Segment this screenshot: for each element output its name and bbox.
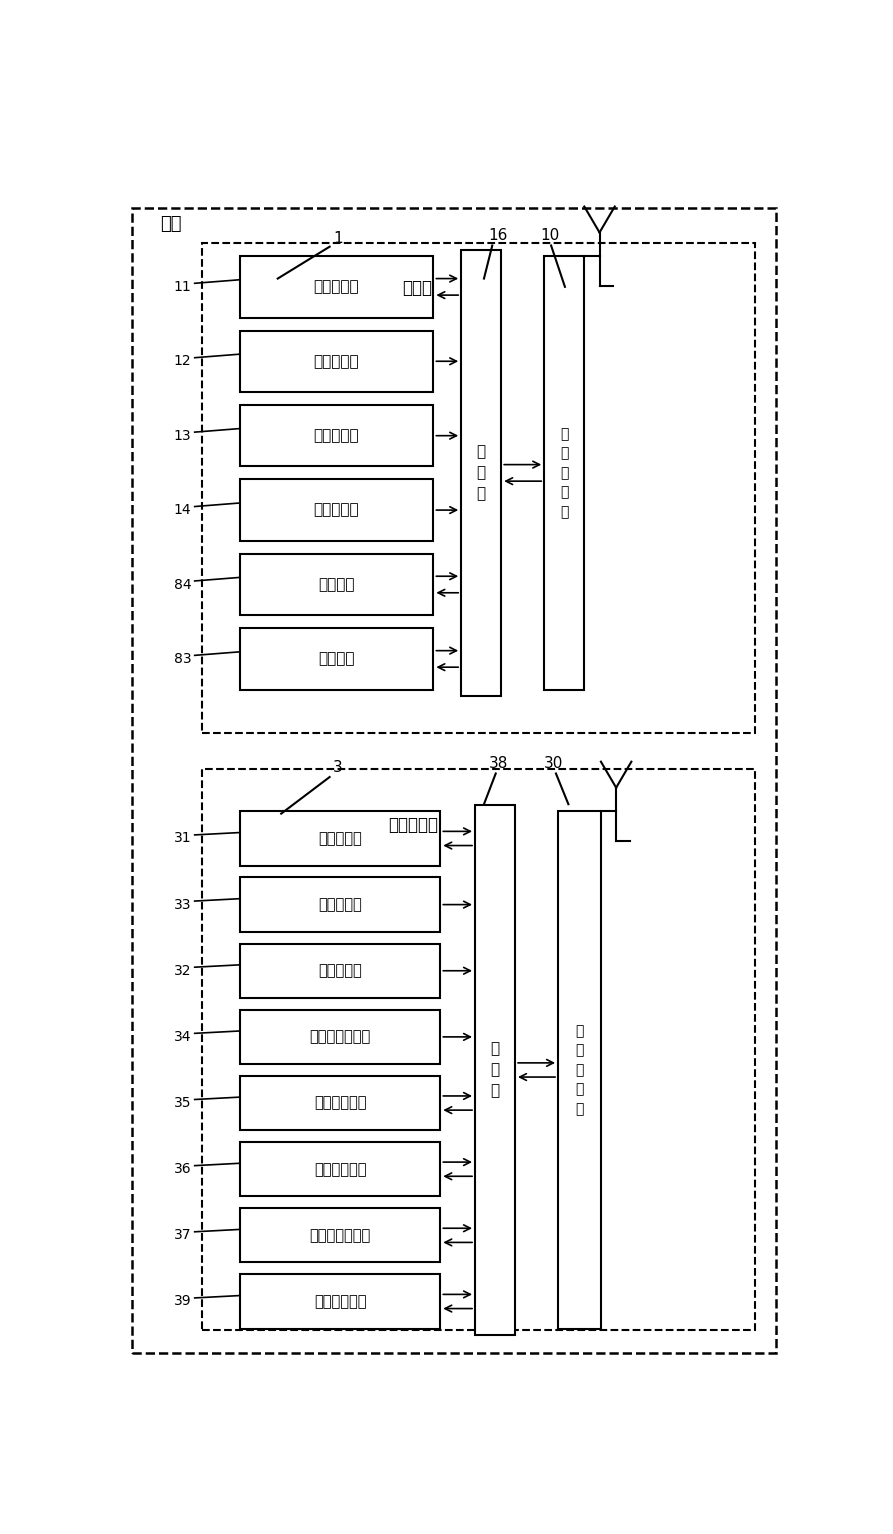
- Bar: [558, 811, 601, 1328]
- Text: 36: 36: [173, 1163, 191, 1177]
- Bar: [239, 877, 440, 931]
- Text: 组网记录库: 组网记录库: [318, 831, 362, 845]
- Text: 射
频
协
议
栈: 射 频 协 议 栈: [560, 426, 569, 518]
- Text: 84: 84: [173, 577, 191, 592]
- Text: 30: 30: [544, 756, 563, 772]
- Text: 1: 1: [333, 230, 343, 245]
- Bar: [239, 811, 440, 865]
- Text: 34: 34: [174, 1029, 191, 1045]
- Bar: [239, 943, 440, 999]
- Bar: [202, 769, 755, 1330]
- Text: 13: 13: [173, 428, 191, 443]
- Text: 网络接口: 网络接口: [318, 652, 355, 666]
- Text: 14: 14: [173, 503, 191, 517]
- Text: 32: 32: [174, 963, 191, 977]
- Text: 空气质量传感器: 空气质量传感器: [309, 1029, 371, 1045]
- Text: 16: 16: [488, 229, 508, 242]
- Text: 主
控
器: 主 控 器: [490, 1042, 499, 1098]
- Text: 空调器: 空调器: [402, 279, 432, 298]
- Bar: [202, 242, 755, 733]
- Text: 组网: 组网: [160, 215, 181, 233]
- Bar: [239, 554, 433, 615]
- Bar: [239, 1209, 440, 1262]
- Text: 加湿执行单元: 加湿执行单元: [313, 1095, 366, 1111]
- Bar: [239, 1275, 440, 1328]
- Text: 11: 11: [173, 279, 191, 295]
- Text: 人机界面: 人机界面: [318, 577, 355, 592]
- Text: 组网记录库: 组网记录库: [313, 279, 359, 295]
- Text: 39: 39: [173, 1295, 191, 1309]
- Text: 31: 31: [173, 831, 191, 845]
- Text: 空气清新机: 空气清新机: [388, 816, 438, 834]
- Text: 离子雾发生单元: 离子雾发生单元: [309, 1227, 371, 1243]
- Bar: [239, 1075, 440, 1131]
- Text: 38: 38: [488, 756, 508, 772]
- Text: 12: 12: [173, 354, 191, 368]
- Text: 湿度传感器: 湿度传感器: [318, 897, 362, 913]
- Text: 湿度传感器: 湿度传感器: [313, 354, 359, 368]
- Bar: [239, 405, 433, 466]
- Bar: [239, 1141, 440, 1197]
- Bar: [239, 629, 433, 690]
- Text: 除尘执行单元: 除尘执行单元: [313, 1161, 366, 1177]
- Text: 甲醛消除单元: 甲醛消除单元: [313, 1295, 366, 1309]
- Bar: [239, 479, 433, 542]
- Text: 温度传感器: 温度传感器: [313, 503, 359, 517]
- Bar: [475, 805, 515, 1335]
- Bar: [239, 1009, 440, 1065]
- Text: 33: 33: [174, 897, 191, 911]
- Text: 83: 83: [173, 652, 191, 666]
- Text: 烟雾传感器: 烟雾传感器: [313, 428, 359, 443]
- Bar: [239, 256, 433, 318]
- Bar: [239, 330, 433, 393]
- Text: 10: 10: [541, 229, 560, 242]
- Text: 烟雾传感器: 烟雾传感器: [318, 963, 362, 979]
- Text: 主
控
器: 主 控 器: [477, 445, 486, 502]
- Text: 射
频
协
议
栈: 射 频 协 议 栈: [575, 1025, 584, 1115]
- Bar: [461, 250, 501, 695]
- Text: 37: 37: [174, 1229, 191, 1243]
- Bar: [544, 256, 584, 690]
- Text: 3: 3: [333, 759, 343, 775]
- Text: 35: 35: [174, 1095, 191, 1111]
